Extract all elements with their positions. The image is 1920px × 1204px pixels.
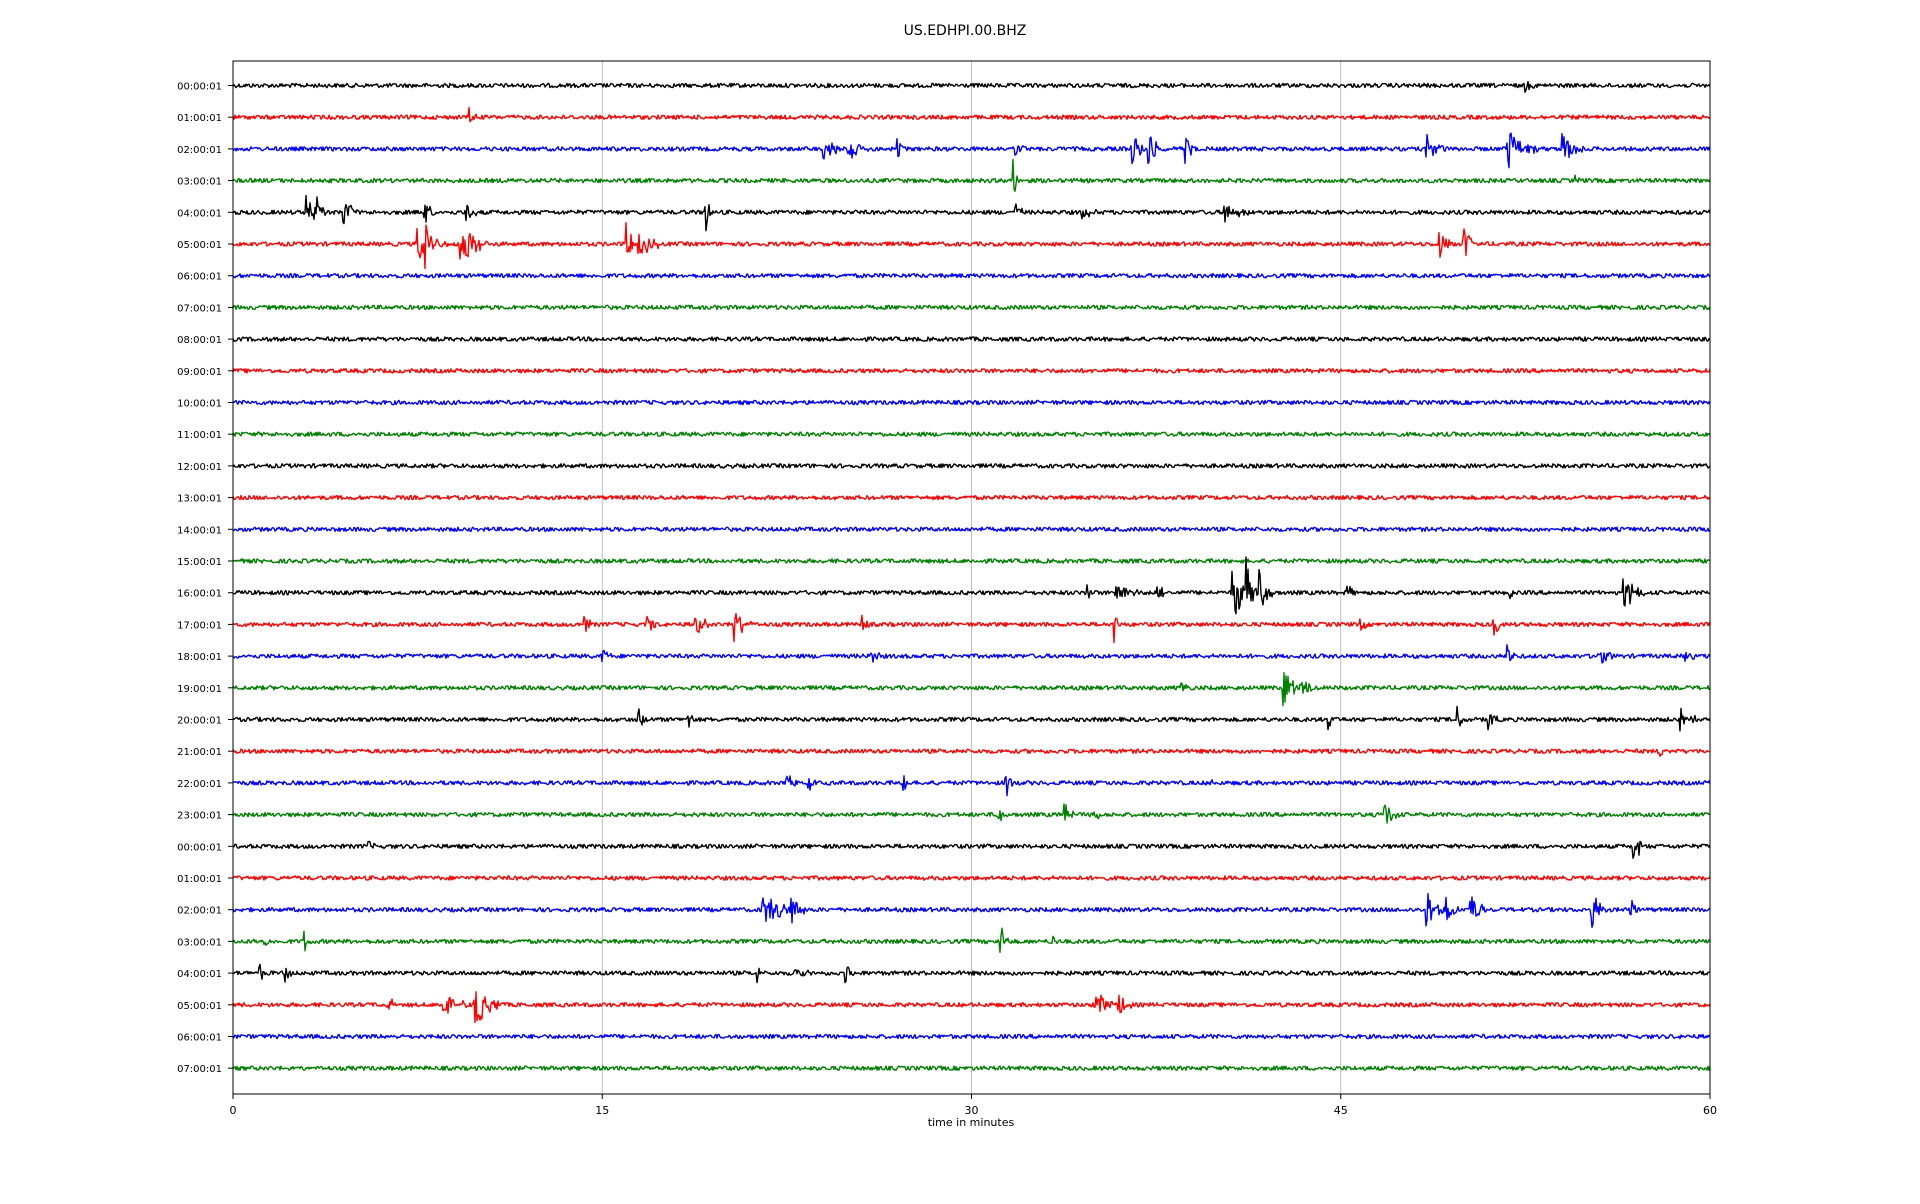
trace-16 xyxy=(232,556,1711,615)
row-label-21: 21:00:01 xyxy=(177,747,222,758)
row-label-30: 06:00:01 xyxy=(177,1033,222,1044)
row-label-16: 16:00:01 xyxy=(177,589,222,600)
row-label-14: 14:00:01 xyxy=(177,525,222,536)
row-label-18: 18:00:01 xyxy=(177,652,222,663)
trace-17 xyxy=(232,612,1711,644)
trace-18 xyxy=(232,644,1711,664)
row-label-25: 01:00:01 xyxy=(177,874,222,885)
row-label-12: 12:00:01 xyxy=(177,462,222,473)
trace-13 xyxy=(232,494,1711,501)
row-label-13: 13:00:01 xyxy=(177,494,222,505)
trace-28 xyxy=(233,963,1711,984)
x-tick-label-1: 15 xyxy=(595,1104,609,1117)
row-label-0: 00:00:01 xyxy=(177,82,222,93)
trace-1 xyxy=(232,106,1711,123)
row-label-3: 03:00:01 xyxy=(177,177,222,188)
trace-4 xyxy=(232,194,1711,232)
x-axis-label: time in minutes xyxy=(928,1116,1015,1129)
row-label-28: 04:00:01 xyxy=(177,969,222,980)
row-label-15: 15:00:01 xyxy=(177,557,222,568)
row-label-26: 02:00:01 xyxy=(177,906,222,917)
trace-30 xyxy=(232,1033,1711,1040)
trace-31 xyxy=(232,1065,1711,1071)
trace-0 xyxy=(232,80,1711,93)
row-label-27: 03:00:01 xyxy=(177,937,222,948)
chart-title: US.EDHPI.00.BHZ xyxy=(904,23,1027,39)
trace-14 xyxy=(232,526,1711,533)
row-label-8: 08:00:01 xyxy=(177,335,222,346)
row-label-6: 06:00:01 xyxy=(177,272,222,283)
trace-8 xyxy=(232,336,1711,342)
trace-27 xyxy=(232,927,1711,953)
trace-29 xyxy=(232,991,1711,1024)
row-label-2: 02:00:01 xyxy=(177,145,222,156)
row-label-23: 23:00:01 xyxy=(177,811,222,822)
row-label-7: 07:00:01 xyxy=(177,303,222,314)
trace-15 xyxy=(232,558,1711,564)
trace-3 xyxy=(232,158,1711,192)
x-axis-ticks: 0 15 30 45 60 xyxy=(230,1094,1717,1117)
trace-12 xyxy=(232,463,1711,469)
row-label-9: 09:00:01 xyxy=(177,367,222,378)
trace-22 xyxy=(232,775,1711,797)
trace-24 xyxy=(232,840,1711,859)
row-label-19: 19:00:01 xyxy=(177,684,222,695)
grid-layer xyxy=(601,61,1342,1094)
row-label-10: 10:00:01 xyxy=(177,399,222,410)
row-labels: 00:00:01 01:00:01 02:00:01 03:00:01 04:00:01… xyxy=(177,82,233,1075)
trace-25 xyxy=(232,875,1711,881)
trace-9 xyxy=(232,368,1711,374)
x-tick-label-0: 0 xyxy=(230,1104,237,1117)
row-label-24: 00:00:01 xyxy=(177,842,222,853)
row-label-17: 17:00:01 xyxy=(177,620,222,631)
trace-5 xyxy=(232,222,1711,270)
trace-23 xyxy=(232,803,1711,824)
trace-6 xyxy=(232,272,1711,279)
row-label-20: 20:00:01 xyxy=(177,716,222,727)
row-label-22: 22:00:01 xyxy=(177,779,222,790)
trace-21 xyxy=(232,748,1711,757)
x-tick-label-2: 30 xyxy=(965,1104,979,1117)
row-label-29: 05:00:01 xyxy=(177,1001,222,1012)
trace-layer xyxy=(232,80,1711,1071)
trace-19 xyxy=(232,672,1711,707)
row-label-31: 07:00:01 xyxy=(177,1064,222,1075)
trace-7 xyxy=(232,304,1711,311)
row-label-5: 05:00:01 xyxy=(177,240,222,251)
trace-11 xyxy=(232,431,1711,437)
row-label-4: 04:00:01 xyxy=(177,208,222,219)
trace-10 xyxy=(232,399,1711,406)
x-tick-label-3: 45 xyxy=(1334,1104,1348,1117)
trace-26 xyxy=(232,892,1711,928)
trace-2 xyxy=(232,132,1711,169)
trace-20 xyxy=(232,705,1711,732)
row-label-11: 11:00:01 xyxy=(177,430,222,441)
row-label-1: 01:00:01 xyxy=(177,113,222,124)
x-tick-label-4: 60 xyxy=(1703,1104,1717,1117)
